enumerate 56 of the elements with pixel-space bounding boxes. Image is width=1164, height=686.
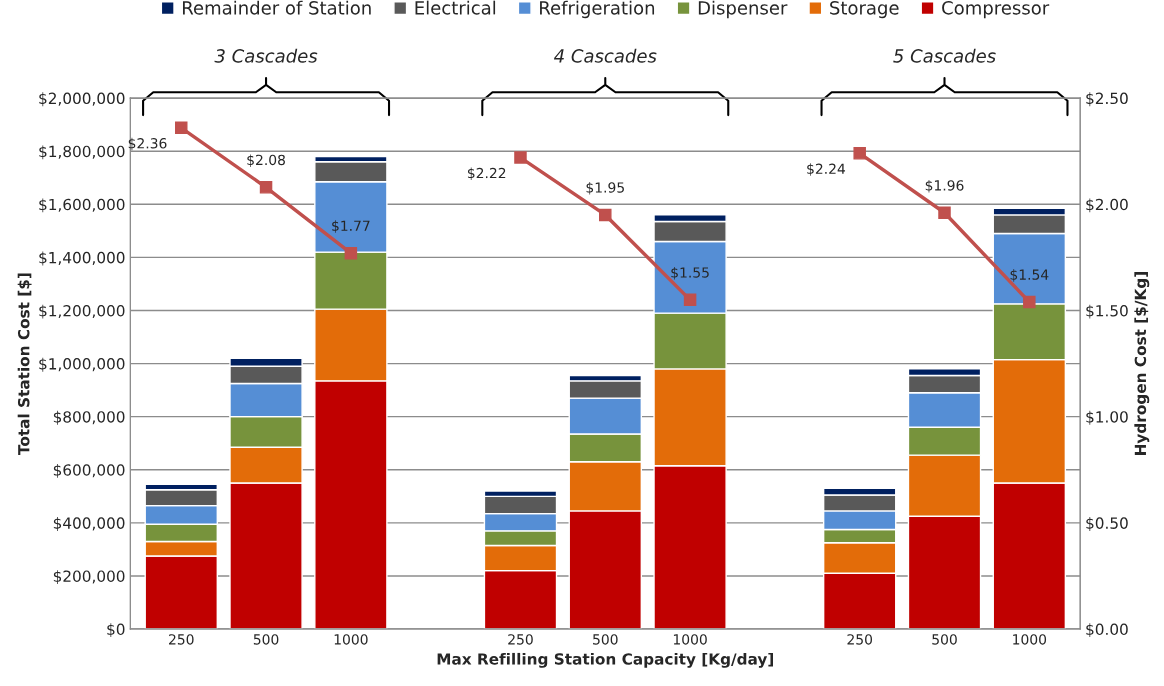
text: 4 Cascades bbox=[553, 48, 657, 63]
y-tick-label: $800,000 bbox=[53, 410, 125, 425]
legend-label: Storage bbox=[830, 0, 899, 19]
x-axis-title: Max Refilling Station Capacity [Kg/day] bbox=[437, 652, 773, 668]
point bbox=[259, 181, 273, 194]
y2-tick-label: $1.50 bbox=[1086, 304, 1128, 319]
x-tick-label: 250 bbox=[847, 634, 873, 645]
y-tick-label: $1,200,000 bbox=[39, 304, 125, 319]
y-tick-label: $200,000 bbox=[53, 570, 125, 585]
data-label: $1.96 bbox=[925, 179, 964, 193]
legend-label: Remainder of Station bbox=[183, 0, 371, 15]
legend-label: Refrigeration bbox=[540, 0, 655, 19]
x-tick-label: 250 bbox=[169, 634, 194, 645]
x-tick-label: 1000 bbox=[1013, 634, 1047, 645]
data-label: $2.24 bbox=[807, 163, 846, 176]
y2-tick-label: $2.00 bbox=[1086, 198, 1128, 213]
x-tick-label: 1000 bbox=[334, 634, 368, 645]
data-label: $1.55 bbox=[671, 266, 709, 280]
point bbox=[683, 293, 697, 307]
y2-tick-label: $0.00 bbox=[1086, 623, 1128, 638]
y-tick-label: $1,400,000 bbox=[39, 251, 125, 266]
legend-label: Dispenser bbox=[698, 0, 788, 19]
y2-tick-label: $1.00 bbox=[1086, 410, 1128, 425]
data-label: $2.08 bbox=[247, 154, 285, 168]
y-tick-label: $2,000,000 bbox=[39, 92, 125, 107]
point bbox=[514, 151, 527, 164]
point bbox=[1023, 295, 1036, 309]
text: 5 Cascades bbox=[893, 48, 996, 63]
x-tick-label: 500 bbox=[932, 634, 957, 645]
y-tick-label: $0 bbox=[107, 623, 125, 638]
x-tick-label: 500 bbox=[593, 634, 618, 645]
y-tick-label: $1,000,000 bbox=[39, 357, 125, 372]
x-tick-label: 500 bbox=[253, 634, 279, 645]
data-label: $1.54 bbox=[1010, 269, 1049, 282]
y2-tick-label: $2.50 bbox=[1086, 92, 1128, 107]
x-tick-label: 250 bbox=[508, 634, 533, 645]
point bbox=[344, 246, 358, 260]
data-label: $2.36 bbox=[128, 137, 167, 151]
point bbox=[599, 208, 612, 222]
point bbox=[938, 206, 951, 220]
point bbox=[175, 121, 188, 135]
y-tick-label: $400,000 bbox=[53, 517, 125, 531]
text: 3 Cascades bbox=[214, 48, 318, 63]
y-tick-label: $600,000 bbox=[53, 463, 125, 478]
y-tick-label: $1,800,000 bbox=[39, 145, 125, 160]
y-axis-title: Total Station Cost [$] bbox=[17, 273, 32, 455]
y2-axis-title: Hydrogen Cost [$/Kg] bbox=[1134, 272, 1150, 455]
legend-label: Electrical bbox=[415, 0, 496, 15]
data-label: $2.22 bbox=[467, 167, 506, 181]
y-tick-label: $1,600,000 bbox=[39, 198, 125, 213]
data-label: $1.95 bbox=[586, 182, 624, 195]
data-label: $1.77 bbox=[332, 220, 370, 233]
x-tick-label: 1000 bbox=[673, 634, 707, 645]
y2-tick-label: $0.50 bbox=[1086, 517, 1128, 531]
legend-label: Compressor bbox=[942, 0, 1050, 19]
point bbox=[853, 147, 866, 160]
